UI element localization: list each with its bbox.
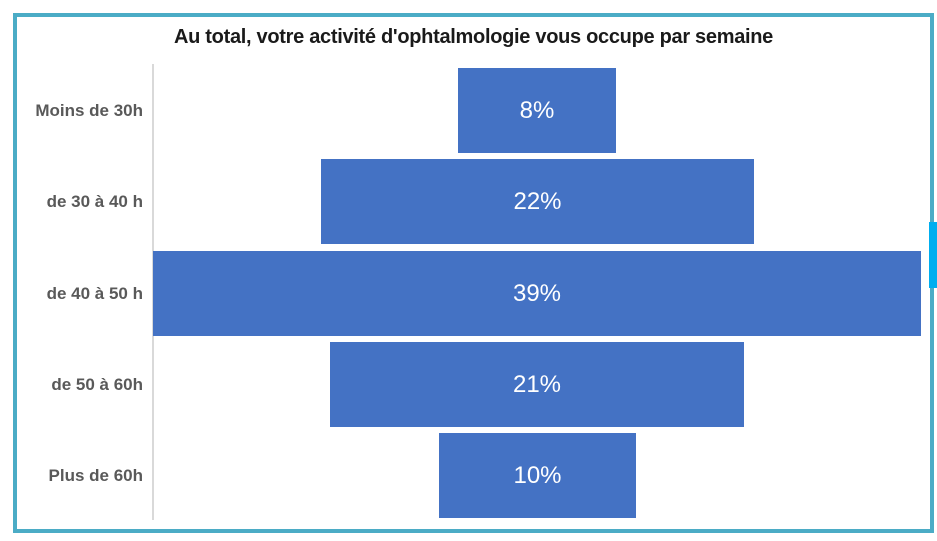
category-label: de 40 à 50 h: [46, 283, 143, 303]
chart-bar: 39%: [153, 251, 921, 336]
category-label: Plus de 60h: [48, 465, 143, 485]
chart-bar: 22%: [321, 159, 754, 244]
bar-value-label: 8%: [519, 96, 555, 124]
scrollbar-thumb[interactable]: [929, 222, 937, 288]
category-label: de 50 à 60h: [51, 374, 143, 394]
chart-bar: 8%: [458, 68, 616, 153]
category-label: de 30 à 40 h: [46, 191, 143, 211]
bar-value-label: 21%: [512, 370, 562, 398]
bar-value-label: 39%: [512, 279, 562, 307]
bar-value-label: 10%: [513, 461, 562, 489]
chart-bar: 10%: [439, 433, 636, 518]
chart-title: Au total, votre activité d'ophtalmologie…: [173, 26, 774, 48]
bar-value-label: 22%: [513, 187, 562, 215]
chart-bar: 21%: [330, 342, 744, 427]
category-label: Moins de 30h: [35, 100, 143, 120]
